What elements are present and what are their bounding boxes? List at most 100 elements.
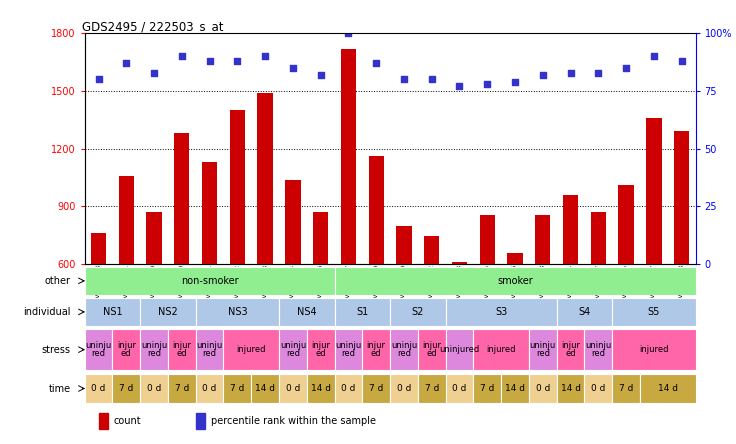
Bar <box>91 234 106 264</box>
Bar <box>501 373 529 404</box>
Bar <box>140 373 168 404</box>
Text: uninju
red: uninju red <box>391 341 417 358</box>
Bar <box>584 373 612 404</box>
Bar <box>140 298 196 326</box>
Bar <box>396 226 411 264</box>
Point <box>537 71 549 79</box>
Bar <box>335 329 362 370</box>
Text: S3: S3 <box>495 307 507 317</box>
Text: 14 d: 14 d <box>658 384 678 393</box>
Text: S2: S2 <box>411 307 424 317</box>
Text: uninju
red: uninju red <box>141 341 167 358</box>
Point <box>620 64 632 71</box>
Bar <box>362 373 390 404</box>
Point <box>370 60 382 67</box>
Bar <box>362 329 390 370</box>
Bar <box>591 212 606 264</box>
Bar <box>335 373 362 404</box>
Bar <box>535 215 551 264</box>
Text: uninju
red: uninju red <box>85 341 112 358</box>
Bar <box>418 329 445 370</box>
Text: 7 d: 7 d <box>369 384 383 393</box>
Text: injured: injured <box>236 345 266 354</box>
Bar <box>646 118 662 264</box>
Bar <box>640 373 696 404</box>
Bar <box>230 110 245 264</box>
Bar <box>529 329 556 370</box>
Text: NS1: NS1 <box>102 307 122 317</box>
Text: 0 d: 0 d <box>342 384 355 393</box>
Text: uninju
red: uninju red <box>197 341 223 358</box>
Point <box>648 53 659 60</box>
Bar <box>286 179 300 264</box>
Text: count: count <box>114 416 141 426</box>
Bar <box>507 253 523 264</box>
Bar <box>418 373 445 404</box>
Text: uninjured: uninjured <box>439 345 480 354</box>
Bar <box>168 329 196 370</box>
Point <box>148 69 160 76</box>
Bar <box>556 329 584 370</box>
Point <box>398 76 410 83</box>
Point <box>342 30 354 37</box>
Point <box>592 69 604 76</box>
Text: GDS2495 / 222503_s_at: GDS2495 / 222503_s_at <box>82 20 223 33</box>
Bar <box>279 373 307 404</box>
Text: S5: S5 <box>648 307 660 317</box>
Bar <box>445 373 473 404</box>
Bar <box>618 185 634 264</box>
Text: NS3: NS3 <box>227 307 247 317</box>
Text: S4: S4 <box>578 307 590 317</box>
Bar <box>473 373 501 404</box>
Point <box>93 76 105 83</box>
Text: 7 d: 7 d <box>480 384 495 393</box>
Bar <box>279 298 335 326</box>
Bar <box>113 373 140 404</box>
Bar <box>529 373 556 404</box>
Bar <box>196 298 279 326</box>
Bar <box>335 298 390 326</box>
Text: 0 d: 0 d <box>286 384 300 393</box>
Point <box>176 53 188 60</box>
Bar <box>174 133 189 264</box>
Bar <box>279 329 307 370</box>
Bar <box>424 236 439 264</box>
Point <box>121 60 132 67</box>
Text: injur
ed: injur ed <box>561 341 580 358</box>
Point <box>426 76 438 83</box>
Text: injur
ed: injur ed <box>172 341 191 358</box>
Point <box>204 57 216 64</box>
Bar <box>612 298 696 326</box>
Text: S1: S1 <box>356 307 369 317</box>
Bar <box>473 329 529 370</box>
Point <box>231 57 243 64</box>
Bar <box>258 93 273 264</box>
Bar <box>168 373 196 404</box>
Bar <box>118 176 134 264</box>
Text: injur
ed: injur ed <box>117 341 135 358</box>
Bar <box>85 373 113 404</box>
Text: stress: stress <box>42 345 71 355</box>
Point <box>565 69 576 76</box>
Text: 7 d: 7 d <box>230 384 244 393</box>
Text: 14 d: 14 d <box>561 384 581 393</box>
Bar <box>390 373 418 404</box>
Text: injured: injured <box>639 345 668 354</box>
Point <box>676 57 687 64</box>
Text: 0 d: 0 d <box>453 384 467 393</box>
Text: 7 d: 7 d <box>174 384 189 393</box>
Bar <box>99 413 108 429</box>
Bar <box>307 329 335 370</box>
Text: time: time <box>49 384 71 393</box>
Text: 0 d: 0 d <box>147 384 161 393</box>
Point <box>287 64 299 71</box>
Bar <box>196 413 205 429</box>
Text: smoker: smoker <box>497 276 533 286</box>
Point <box>481 80 493 87</box>
Bar <box>140 329 168 370</box>
Bar <box>196 373 224 404</box>
Bar <box>674 131 690 264</box>
Text: NS2: NS2 <box>158 307 178 317</box>
Text: percentile rank within the sample: percentile rank within the sample <box>211 416 376 426</box>
Point <box>315 71 327 79</box>
